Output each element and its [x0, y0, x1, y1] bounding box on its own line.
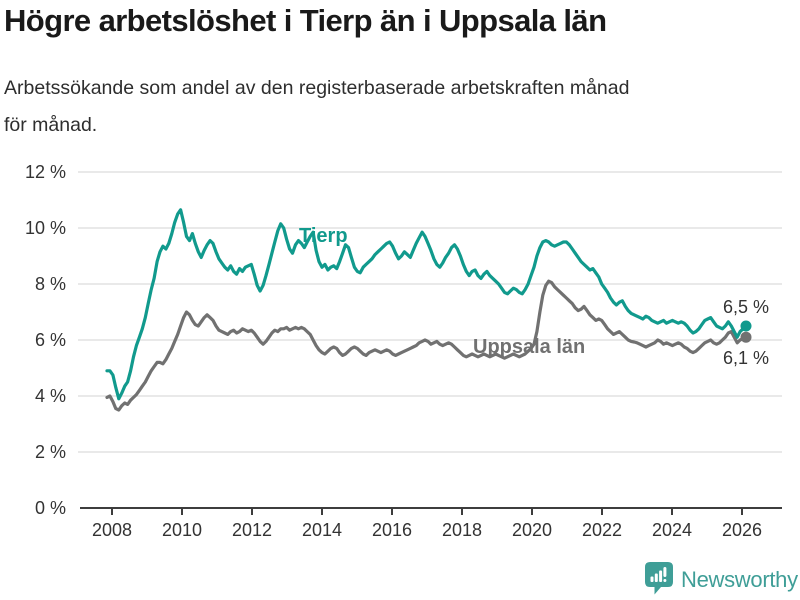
y-tick-label: 8 % — [35, 274, 66, 294]
y-axis-labels: 0 % 2 % 4 % 6 % 8 % 10 % 12 % — [25, 162, 66, 518]
newsworthy-chart-bubble-icon — [644, 561, 674, 598]
series-endpoint-uppsala-lan — [740, 331, 752, 343]
subtitle-line-1: Arbetssökande som andel av den registerb… — [4, 77, 630, 99]
y-tick-label: 6 % — [35, 330, 66, 350]
x-tick-label: 2016 — [372, 520, 412, 540]
x-tick-label: 2018 — [442, 520, 482, 540]
newsworthy-branding: Newsworthy — [644, 561, 798, 598]
series-line-tierp — [105, 208, 748, 401]
x-tick-label: 2014 — [302, 520, 342, 540]
y-tick-label: 0 % — [35, 498, 66, 518]
y-tick-label: 12 % — [25, 162, 66, 182]
subtitle-line-2: för månad. — [4, 114, 98, 136]
y-tick-label: 10 % — [25, 218, 66, 238]
series-line-uppsala-lan — [105, 279, 748, 412]
x-tick-label: 2012 — [232, 520, 272, 540]
x-tick-label: 2024 — [652, 520, 692, 540]
series-label-uppsala-lan: Uppsala län — [473, 336, 585, 358]
end-value-uppsala-lan: 6,1 % — [723, 348, 769, 368]
x-tick-label: 2020 — [512, 520, 552, 540]
x-axis: 2008 2010 2012 2014 2016 2018 2020 2022 2024 2026 — [80, 507, 782, 540]
x-tick-label: 2026 — [722, 520, 762, 540]
unemployment-chart: 0 %2 %4 %6 %8 %10 %12 %2008 2010 2012 2014 2… — [25, 162, 782, 540]
gridlines — [78, 171, 782, 453]
end-value-tierp: 6,5 % — [723, 297, 769, 317]
series-endpoint-tierp — [740, 320, 752, 332]
x-tick-label: 2010 — [162, 520, 202, 540]
brand-name: Newsworthy — [681, 566, 798, 592]
y-tick-label: 2 % — [35, 442, 66, 462]
x-tick-label: 2008 — [92, 520, 132, 540]
x-tick-label: 2022 — [582, 520, 622, 540]
series-label-tierp: Tierp — [299, 225, 348, 247]
y-tick-label: 4 % — [35, 386, 66, 406]
page-title: Högre arbetslöshet i Tierp än i Uppsala … — [4, 3, 607, 38]
chart-subtitle: Arbetssökande som andel av den registerb… — [4, 70, 796, 144]
